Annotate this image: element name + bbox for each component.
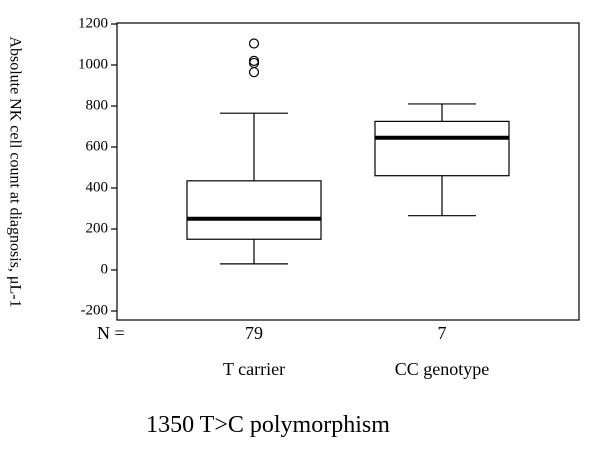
y-axis: -200 0 200 400 600 800 1000 1200 (78, 15, 117, 318)
boxes-group (186, 38, 510, 265)
y-tick-label: 800 (86, 97, 109, 113)
outlier-point (248, 55, 260, 67)
y-tick-label: 200 (86, 220, 109, 236)
y-tick-label: 600 (86, 138, 109, 154)
category-label: T carrier (223, 359, 285, 379)
outlier-point (248, 67, 260, 78)
iqr-box (374, 120, 510, 177)
outlier-point (248, 38, 260, 49)
outlier-point (248, 57, 260, 69)
box-t-carrier (186, 38, 322, 265)
y-tick-label: 400 (86, 179, 109, 195)
plot-area-border (116, 22, 580, 321)
y-tick-label: 0 (101, 261, 109, 277)
n-prefix-label: N = (97, 323, 125, 343)
y-axis-label: Absolute NK cell count at diagnosis, μL-… (6, 36, 23, 307)
y-tick-label: 1200 (78, 15, 108, 31)
y-tick-label: 1000 (78, 56, 108, 72)
iqr-box (186, 180, 322, 240)
n-value-label: 79 (245, 323, 263, 343)
x-axis-title: 1350 T>C polymorphism (146, 412, 390, 438)
x-category-labels: 79 T carrier 7 CC genotype (223, 323, 489, 379)
plot-frame (116, 22, 580, 321)
category-label: CC genotype (395, 359, 490, 379)
n-value-label: 7 (438, 323, 447, 343)
y-tick-label: -200 (81, 302, 109, 318)
box-cc-genotype (374, 103, 510, 217)
